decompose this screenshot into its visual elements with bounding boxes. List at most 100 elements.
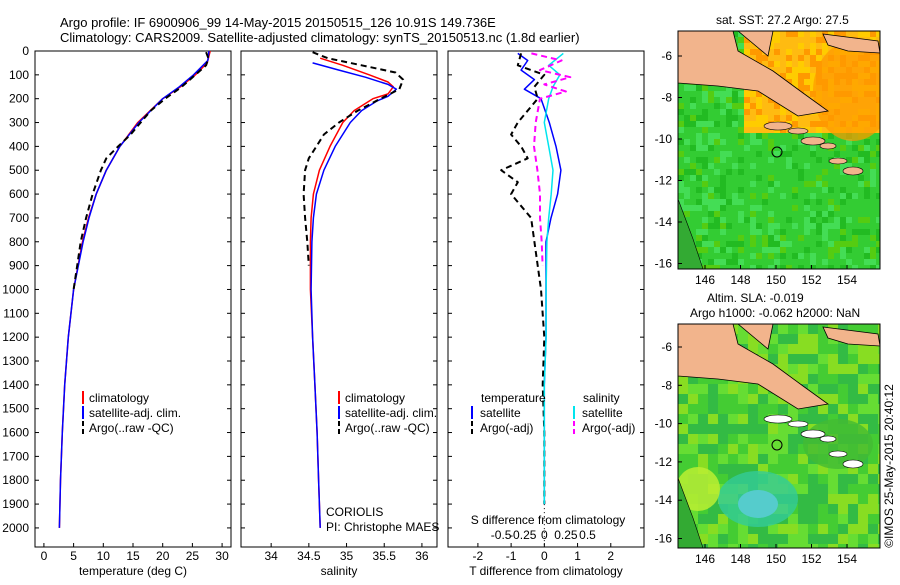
map-cell [858, 384, 868, 394]
map-cell [768, 55, 774, 61]
map-cell [798, 211, 804, 217]
map-cell [698, 444, 708, 454]
map-cell [756, 259, 762, 265]
map-cell [726, 157, 732, 163]
map-cell [774, 55, 780, 61]
map-cell [774, 115, 780, 121]
map-cell [768, 205, 774, 211]
map-cell [808, 514, 818, 524]
map-cell [698, 514, 708, 524]
map-cell [708, 241, 714, 247]
sla-map [678, 324, 880, 548]
map-cell [718, 514, 728, 524]
map-cell [732, 157, 738, 163]
map-cell [858, 474, 868, 484]
map-cell [678, 464, 688, 474]
map-cell [780, 115, 786, 121]
map-cell [708, 193, 714, 199]
x-tick-label: 5 [70, 549, 77, 563]
map-cell [708, 394, 718, 404]
map-cell [878, 534, 880, 544]
sla-blob [738, 490, 778, 518]
map-cell [732, 175, 738, 181]
map-cell [792, 73, 798, 79]
map-cell [768, 43, 774, 49]
map-cell [756, 49, 762, 55]
map-cell [678, 394, 688, 404]
map-cell [774, 205, 780, 211]
map-cell [768, 115, 774, 121]
map-cell [738, 384, 748, 394]
map-cell [868, 354, 878, 364]
map-cell [690, 199, 696, 205]
map-cell [698, 404, 708, 414]
map-cell [732, 199, 738, 205]
map-cell [708, 454, 718, 464]
map-cell [758, 444, 768, 454]
map-cell [758, 404, 768, 414]
map-cell [768, 354, 778, 364]
map-cell [828, 344, 838, 354]
map-cell [750, 49, 756, 55]
map-cell [690, 85, 696, 91]
map-cell [732, 103, 738, 109]
map-cell [708, 139, 714, 145]
map-cell [762, 139, 768, 145]
map-cell [822, 259, 828, 265]
map-cell [838, 394, 848, 404]
map-cell [858, 394, 868, 404]
map-cell [798, 79, 804, 85]
map-cell [798, 247, 804, 253]
map-cell [834, 31, 840, 37]
map-cell [858, 404, 868, 414]
map-cell [804, 211, 810, 217]
map-cell [840, 139, 846, 145]
sla-map-axes: 146 148 150 152 154 -6 -8 -10 -12 -14 -16 [655, 340, 858, 566]
legend-s-argo-label: Argo(-adj) [582, 421, 635, 435]
map-cell [756, 121, 762, 127]
map-cell [852, 235, 858, 241]
map-cell [840, 31, 846, 37]
map-cell [816, 121, 822, 127]
map-cell [762, 109, 768, 115]
map-cell [810, 247, 816, 253]
map-cell [756, 127, 762, 133]
map-cell [748, 344, 758, 354]
map-cell [702, 115, 708, 121]
map-cell [720, 187, 726, 193]
map-cell [678, 175, 684, 181]
map-cell [798, 454, 808, 464]
map-cell [678, 193, 684, 199]
series-line-0-0 [58, 50, 211, 528]
legend-s-satellite-label: satellite [582, 406, 623, 420]
map-cell [738, 454, 748, 464]
map-cell [748, 414, 758, 424]
map-cell [696, 127, 702, 133]
map-cell [768, 229, 774, 235]
map-cell [780, 241, 786, 247]
map-cell [846, 205, 852, 211]
map-cell [788, 424, 798, 434]
map-cell [714, 211, 720, 217]
map-cell [768, 103, 774, 109]
map-cell [768, 464, 778, 474]
map-cell [690, 193, 696, 199]
map-cell [720, 103, 726, 109]
map-cell [804, 55, 810, 61]
map-cell [732, 253, 738, 259]
map-cell [798, 364, 808, 374]
map-cell [690, 133, 696, 139]
map-cell [774, 241, 780, 247]
map-cell [768, 133, 774, 139]
map-cell [864, 193, 870, 199]
map-cell [804, 169, 810, 175]
map-cell [828, 139, 834, 145]
map-cell [792, 163, 798, 169]
map-cell [738, 37, 744, 43]
map-cell [870, 31, 876, 37]
map-cell [878, 544, 880, 548]
map-cell [774, 157, 780, 163]
map-cell [696, 199, 702, 205]
map-cell [822, 187, 828, 193]
map-cell [838, 544, 848, 548]
